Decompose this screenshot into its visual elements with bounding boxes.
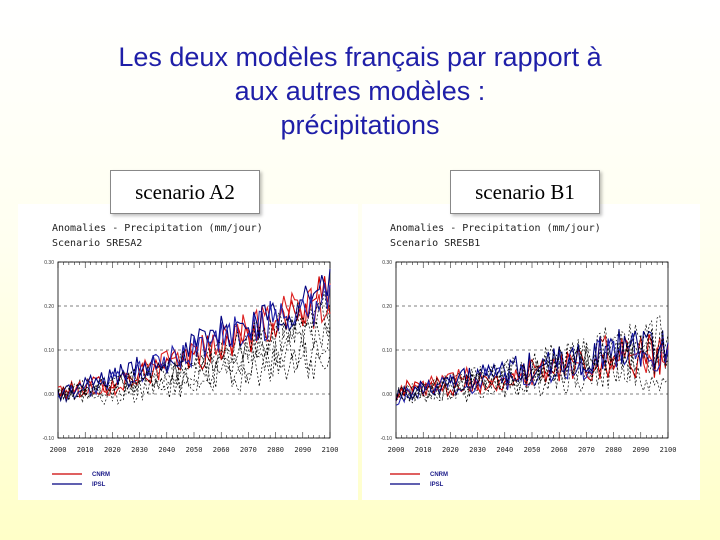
series-line-other-model xyxy=(57,341,331,406)
slide-title-line-1: Les deux modèles français par rapport à xyxy=(118,42,602,72)
series-line-other-model xyxy=(395,349,669,404)
chart-title: Anomalies - Precipitation (mm/jour) xyxy=(390,223,601,234)
x-tick-label: 2050 xyxy=(186,446,203,454)
y-tick-label: -0.10 xyxy=(381,436,393,442)
legend-label: IPSL xyxy=(92,482,106,488)
chart-a2: Anomalies - Precipitation (mm/jour) Scena… xyxy=(43,223,339,488)
x-tick-label: 2070 xyxy=(240,446,257,454)
x-tick-label: 2090 xyxy=(294,446,311,454)
slide-title-line-2: aux autres modèles : xyxy=(234,76,486,106)
x-tick-label: 2040 xyxy=(158,446,175,454)
chart-subtitle: Scenario SRESB1 xyxy=(390,238,480,249)
series-line-other-model xyxy=(395,324,668,402)
x-tick-label: 2020 xyxy=(442,446,459,454)
y-tick-label: 0.30 xyxy=(382,260,392,266)
slide-title: Les deux modèles français par rapport à … xyxy=(40,40,680,142)
x-tick-label: 2010 xyxy=(77,446,94,454)
y-tick-label: 0.10 xyxy=(44,348,54,354)
x-tick-label: 2060 xyxy=(551,446,568,454)
x-tick-label: 2090 xyxy=(632,446,649,454)
x-tick-label: 2060 xyxy=(213,446,230,454)
y-tick-label: -0.10 xyxy=(43,436,55,442)
y-tick-label: 0.20 xyxy=(382,304,392,310)
chart-subtitle: Scenario SRESA2 xyxy=(52,238,142,249)
chart-panel-b1: Anomalies - Precipitation (mm/jour) Scena… xyxy=(362,204,700,500)
series-line-other-model xyxy=(57,303,331,401)
y-tick-label: 0.20 xyxy=(44,304,54,310)
x-tick-label: 2080 xyxy=(605,446,622,454)
x-tick-label: 2040 xyxy=(496,446,513,454)
legend-label: CNRM xyxy=(430,472,448,478)
series-line-other-model xyxy=(57,327,331,401)
x-tick-label: 2070 xyxy=(578,446,595,454)
x-tick-label: 2030 xyxy=(131,446,148,454)
x-tick-label: 2080 xyxy=(267,446,284,454)
legend-label: CNRM xyxy=(92,472,110,478)
legend-label: IPSL xyxy=(430,482,444,488)
y-tick-label: 0.00 xyxy=(382,392,392,398)
plot-frame xyxy=(57,261,331,439)
chart-b1: Anomalies - Precipitation (mm/jour) Scena… xyxy=(381,223,677,488)
x-tick-label: 2100 xyxy=(322,446,339,454)
x-tick-label: 2100 xyxy=(660,446,677,454)
y-tick-label: 0.10 xyxy=(382,348,392,354)
y-tick-label: 0.00 xyxy=(44,392,54,398)
series-line-cnrm xyxy=(57,276,331,402)
x-tick-label: 2000 xyxy=(388,446,405,454)
x-tick-label: 2050 xyxy=(524,446,541,454)
series-line-other-model xyxy=(57,308,331,403)
scenario-a2-label: scenario A2 xyxy=(110,170,260,214)
x-tick-label: 2010 xyxy=(415,446,432,454)
x-tick-label: 2030 xyxy=(469,446,486,454)
series-line-ipsl xyxy=(57,282,331,404)
x-tick-label: 2020 xyxy=(104,446,121,454)
chart-panel-a2: Anomalies - Precipitation (mm/jour) Scena… xyxy=(18,204,358,500)
x-tick-label: 2000 xyxy=(50,446,67,454)
series-line-cnrm xyxy=(57,283,331,397)
series-line-other-model xyxy=(395,315,669,401)
slide-title-line-3: précipitations xyxy=(280,110,440,140)
chart-title: Anomalies - Precipitation (mm/jour) xyxy=(52,223,263,234)
scenario-b1-label: scenario B1 xyxy=(450,170,600,214)
y-tick-label: 0.30 xyxy=(44,260,54,266)
